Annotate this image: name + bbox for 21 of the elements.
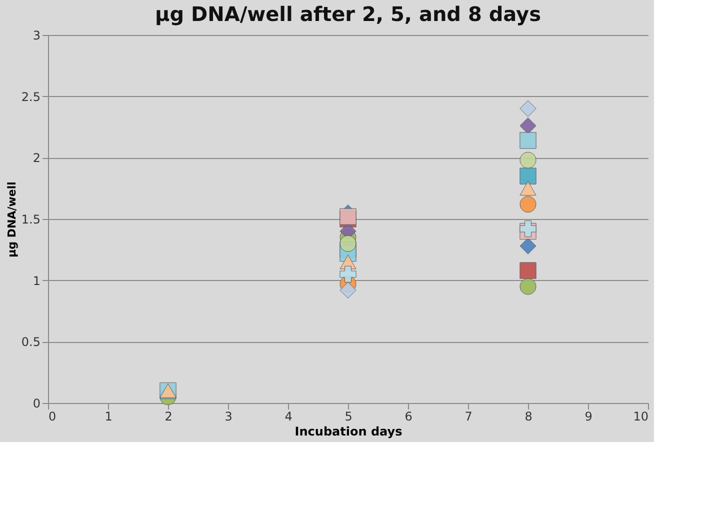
y-tick-label: 2 xyxy=(32,151,40,166)
x-tick-label: 4 xyxy=(284,410,292,424)
x-tick-label: 9 xyxy=(584,410,592,424)
x-tick-label: 3 xyxy=(224,410,232,424)
x-tick-label: 1 xyxy=(104,410,112,424)
y-tick-label: 1.5 xyxy=(21,212,40,226)
chart-title: µg DNA/well after 2, 5, and 8 days xyxy=(155,2,541,26)
x-tick-label: 6 xyxy=(404,410,412,424)
x-tick-label: 8 xyxy=(524,410,532,424)
y-tick-label: 0 xyxy=(32,396,40,410)
x-tick-label: 7 xyxy=(464,410,472,424)
x-tick-label: 0 xyxy=(48,410,56,424)
x-tick-label: 2 xyxy=(164,410,172,424)
y-tick-label: 3 xyxy=(32,28,40,42)
y-tick-label: 1 xyxy=(32,274,40,288)
y-tick-label: 2.5 xyxy=(21,90,40,104)
x-tick-label: 5 xyxy=(344,410,352,424)
x-tick-label: 10 xyxy=(633,410,648,424)
x-axis-title: Incubation days xyxy=(294,424,402,438)
y-tick-label: 0.5 xyxy=(21,335,40,350)
y-axis-title: µg DNA/well xyxy=(5,182,18,258)
